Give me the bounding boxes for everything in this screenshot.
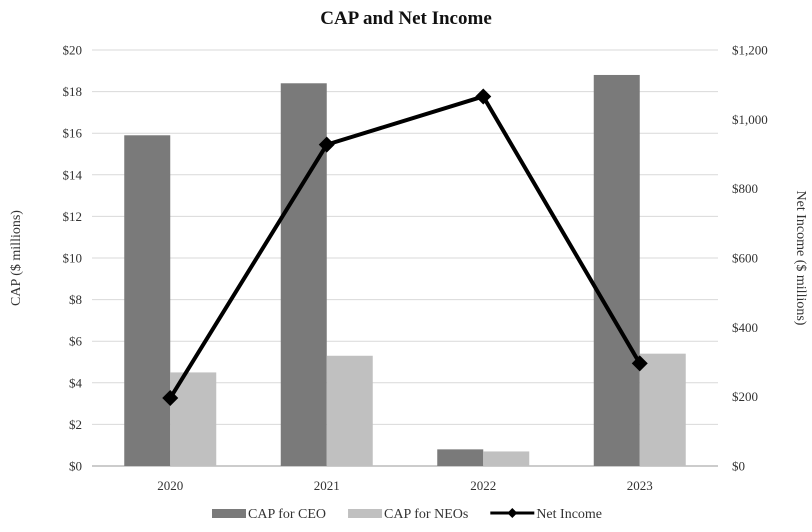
right-axis-ticks: $0 $200 $400 $600 $800 $1,000 $1,200 [732, 43, 768, 474]
y2-tick-label: $400 [732, 320, 758, 335]
y2-tick-label: $0 [732, 459, 745, 474]
x-tick-label: 2020 [157, 478, 183, 493]
x-tick-label: 2023 [627, 478, 653, 493]
bar-cap-for-ceo [280, 83, 327, 466]
net-income-point [631, 355, 648, 372]
legend-label: CAP for CEO [248, 507, 326, 522]
y-tick-label: $14 [63, 167, 83, 182]
y-tick-label: $2 [69, 417, 82, 432]
legend-swatch [212, 509, 246, 518]
y2-tick-label: $600 [732, 251, 758, 266]
net-income-line [162, 88, 648, 407]
bar-cap-for-neos [326, 355, 373, 466]
legend-swatch [348, 509, 383, 518]
y2-tick-label: $1,200 [732, 43, 768, 58]
net-income-polyline [168, 94, 642, 400]
bar-cap-for-ceo [124, 135, 171, 466]
bar-cap-for-neos [483, 451, 530, 466]
y-axis-label: CAP ($ millions) [9, 210, 24, 306]
left-axis-ticks: $0 $2 $4 $6 $8 $10 $12 $14 $16 $18 $20 [63, 43, 83, 474]
bar-cap-for-neos [639, 353, 686, 466]
legend-marker [507, 508, 518, 518]
y2-tick-label: $1,000 [732, 112, 768, 127]
y-tick-label: $0 [69, 459, 82, 474]
net-income-point [475, 88, 492, 105]
x-axis-ticks: 2020 2021 2022 2023 [157, 478, 653, 493]
bars [124, 74, 686, 467]
y2-tick-label: $800 [732, 181, 758, 196]
y-tick-label: $18 [63, 84, 83, 99]
net-income-point [318, 136, 335, 153]
y-tick-label: $6 [69, 334, 83, 349]
x-tick-label: 2021 [314, 478, 340, 493]
legend: CAP for CEO CAP for NEOs Net Income [212, 507, 602, 522]
legend-label: CAP for NEOs [384, 507, 468, 522]
y-tick-label: $4 [69, 375, 83, 390]
y-tick-label: $10 [63, 251, 83, 266]
y-tick-label: $8 [69, 292, 82, 307]
net-income-point [162, 390, 179, 407]
y2-tick-label: $200 [732, 389, 758, 404]
bar-cap-for-ceo [437, 449, 484, 466]
y-tick-label: $16 [63, 126, 83, 141]
y-tick-label: $12 [63, 209, 83, 224]
bar-cap-for-ceo [593, 74, 640, 467]
legend-label: Net Income [536, 507, 602, 522]
y2-axis-label: Net Income ($ millions) [793, 191, 808, 326]
y-tick-label: $20 [63, 43, 83, 58]
x-tick-label: 2022 [470, 478, 496, 493]
chart-title: CAP and Net Income [320, 8, 492, 29]
